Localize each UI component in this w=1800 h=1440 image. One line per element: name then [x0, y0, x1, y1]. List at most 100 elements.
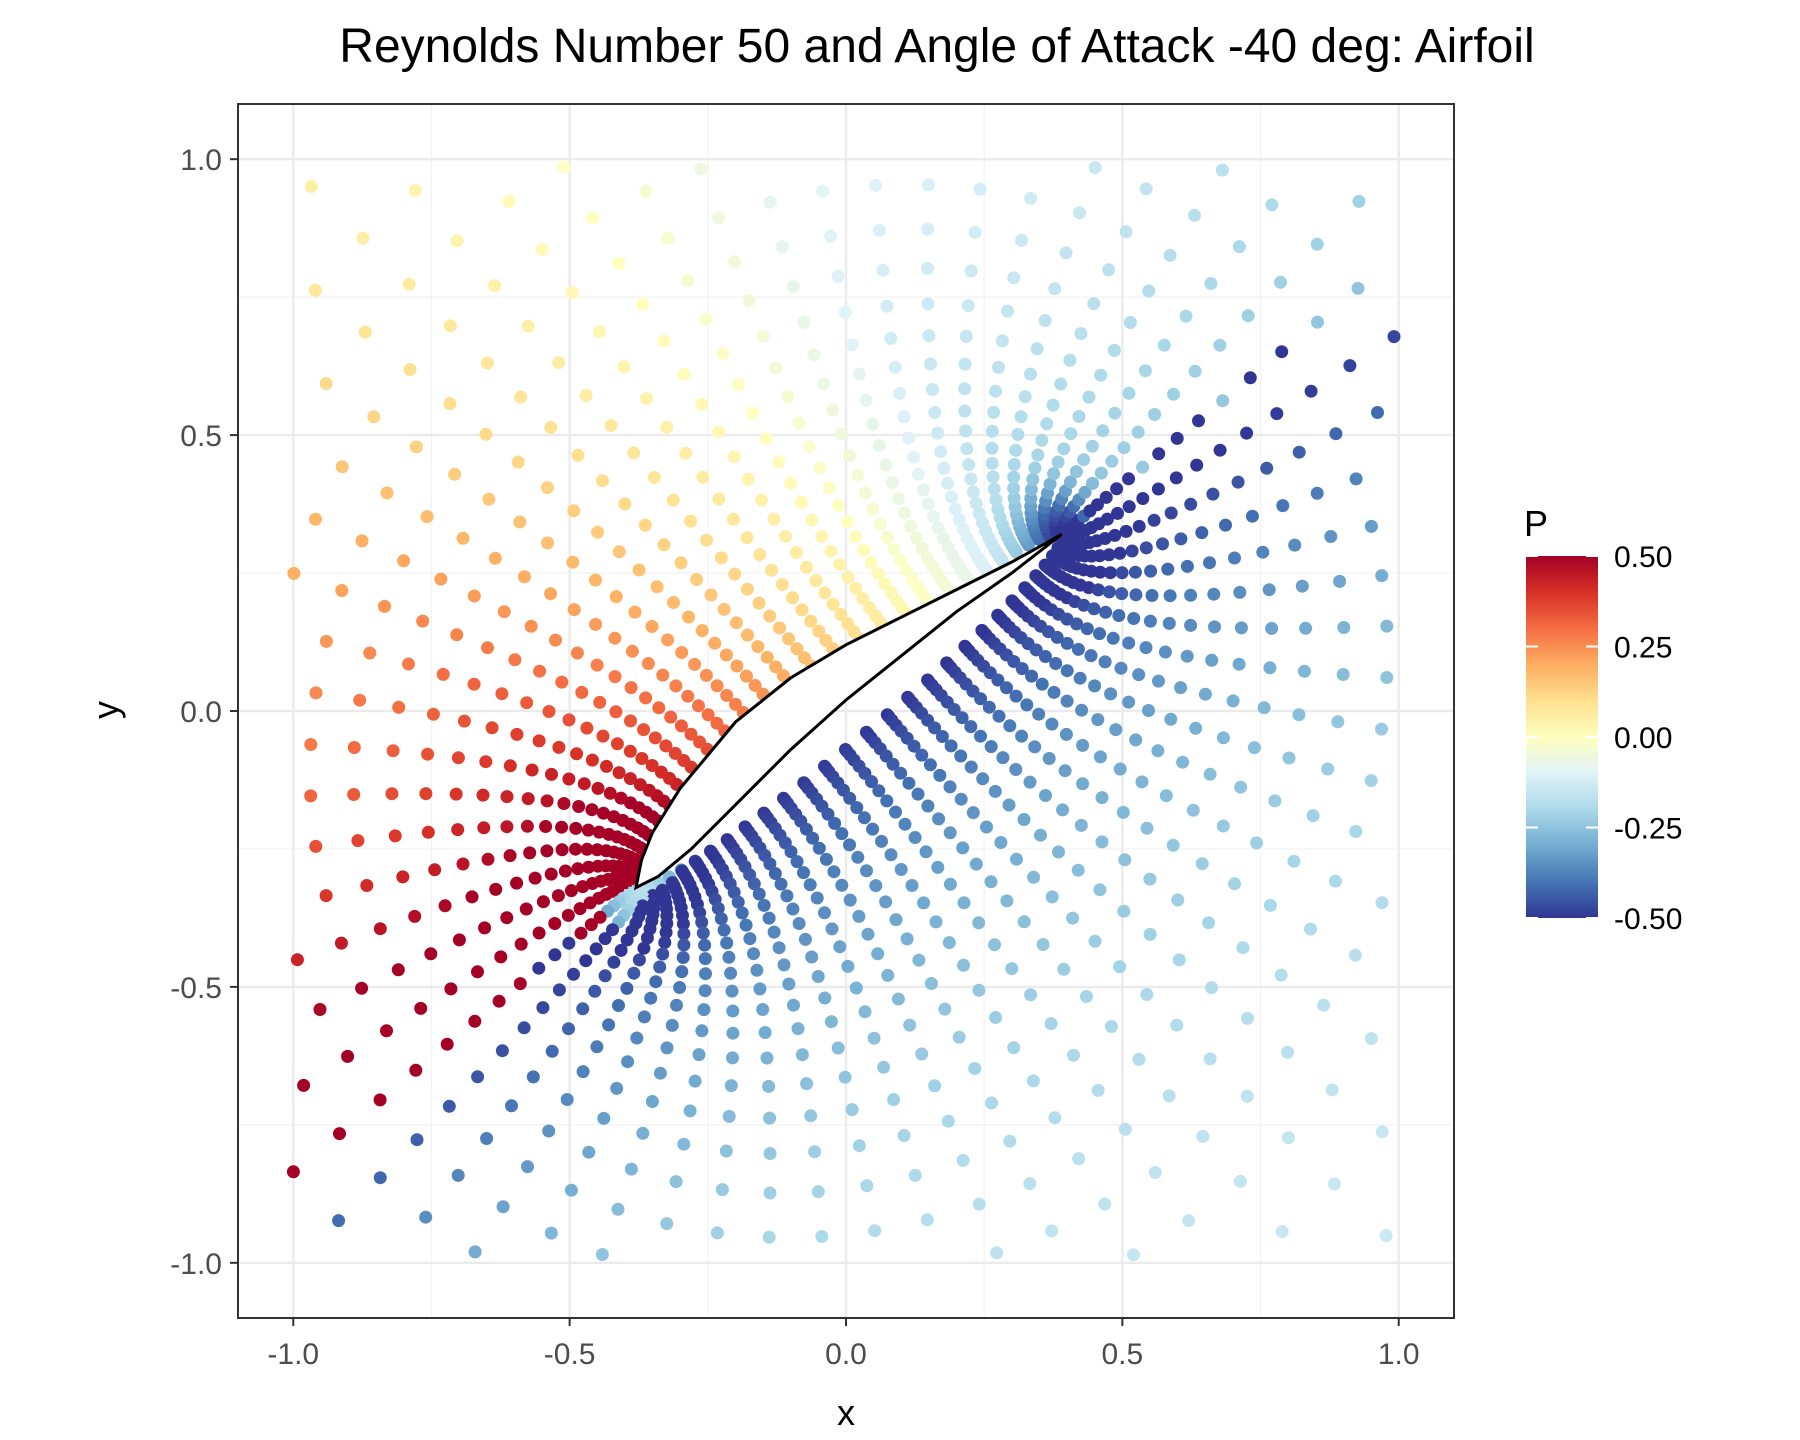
pressure-point — [567, 603, 581, 617]
pressure-point — [645, 759, 659, 772]
pressure-point — [989, 493, 1003, 507]
pressure-point — [1196, 1129, 1210, 1143]
pressure-point — [1203, 767, 1217, 781]
pressure-point — [519, 902, 533, 916]
pressure-point — [1310, 237, 1324, 251]
pressure-point — [596, 474, 609, 488]
pressure-point — [609, 705, 623, 719]
pressure-point — [1080, 990, 1093, 1003]
pressure-point — [1046, 398, 1060, 412]
pressure-point — [572, 800, 586, 813]
pressure-point — [481, 641, 494, 655]
pressure-point — [735, 906, 749, 920]
pressure-point — [725, 984, 739, 998]
pressure-point — [575, 685, 589, 699]
pressure-point — [1232, 657, 1246, 671]
pressure-point — [1015, 233, 1028, 247]
pressure-point — [931, 860, 945, 874]
pressure-point — [818, 906, 831, 920]
pressure-point — [873, 517, 887, 531]
pressure-point — [994, 836, 1008, 849]
pressure-point — [1098, 655, 1112, 669]
pressure-point — [1104, 687, 1118, 701]
pressure-point — [409, 440, 423, 454]
pressure-point — [1276, 499, 1290, 513]
pressure-point — [612, 766, 626, 780]
pressure-point — [715, 1183, 729, 1197]
pressure-point — [1192, 414, 1205, 428]
pressure-point — [1030, 342, 1044, 356]
pressure-point — [902, 431, 916, 445]
pressure-point — [544, 587, 558, 601]
pressure-point — [624, 681, 638, 695]
pressure-point — [1060, 636, 1074, 650]
pressure-point — [694, 162, 708, 176]
pressure-point — [1265, 198, 1279, 212]
pressure-point — [564, 1183, 578, 1197]
pressure-point — [555, 843, 569, 857]
pressure-point — [767, 512, 781, 526]
pressure-point — [449, 787, 463, 801]
pressure-point — [762, 1230, 776, 1244]
pressure-point — [1274, 968, 1288, 982]
pressure-point — [1093, 627, 1106, 641]
pressure-point — [525, 763, 539, 777]
pressure-point — [917, 896, 931, 910]
pressure-point — [701, 708, 715, 722]
pressure-point — [434, 572, 448, 586]
pressure-point — [722, 950, 736, 964]
pressure-point — [800, 1077, 814, 1091]
pressure-point — [947, 703, 961, 716]
pressure-point — [666, 493, 680, 507]
pressure-point — [751, 640, 765, 654]
pressure-point — [798, 932, 812, 946]
pressure-point — [852, 909, 866, 923]
pressure-point — [698, 952, 712, 966]
pressure-point — [729, 697, 742, 711]
pressure-point — [428, 863, 442, 877]
pressure-point — [347, 741, 361, 754]
pressure-point — [911, 787, 925, 801]
pressure-point — [812, 624, 826, 638]
pressure-point — [1311, 315, 1324, 329]
pressure-point — [851, 468, 865, 482]
pressure-point — [1232, 240, 1246, 254]
pressure-point — [982, 700, 996, 714]
pressure-point — [747, 947, 760, 961]
pressure-point — [783, 476, 797, 490]
pressure-point — [378, 599, 391, 613]
pressure-point — [1116, 805, 1130, 819]
pressure-point — [1156, 537, 1169, 551]
pressure-point — [637, 1010, 651, 1024]
pressure-point — [596, 729, 610, 743]
pressure-point — [831, 269, 845, 283]
pressure-point — [1203, 1052, 1217, 1066]
pressure-point — [824, 229, 838, 243]
pressure-point — [1088, 934, 1102, 948]
pressure-point — [996, 751, 1010, 765]
pressure-point — [416, 614, 430, 628]
pressure-point — [962, 458, 976, 472]
pressure-point — [1040, 417, 1054, 431]
pressure-point — [1204, 277, 1218, 290]
pressure-point — [959, 424, 973, 438]
pressure-point — [488, 279, 502, 293]
pressure-point — [863, 601, 876, 615]
pressure-point — [614, 943, 628, 957]
pressure-point — [542, 705, 556, 718]
pressure-point — [856, 592, 870, 606]
pressure-point — [1102, 548, 1116, 562]
pressure-point — [627, 446, 641, 460]
pressure-point — [353, 693, 367, 707]
pressure-point — [1336, 668, 1350, 681]
pressure-point — [391, 963, 405, 977]
pressure-point — [1256, 545, 1270, 559]
pressure-point — [335, 584, 349, 597]
pressure-point — [1044, 1017, 1058, 1031]
pressure-point — [727, 450, 741, 464]
pressure-point — [1106, 631, 1120, 645]
pressure-point — [1228, 551, 1241, 565]
pressure-point — [727, 255, 741, 269]
pressure-point — [697, 1003, 711, 1017]
pressure-point — [1145, 589, 1159, 602]
